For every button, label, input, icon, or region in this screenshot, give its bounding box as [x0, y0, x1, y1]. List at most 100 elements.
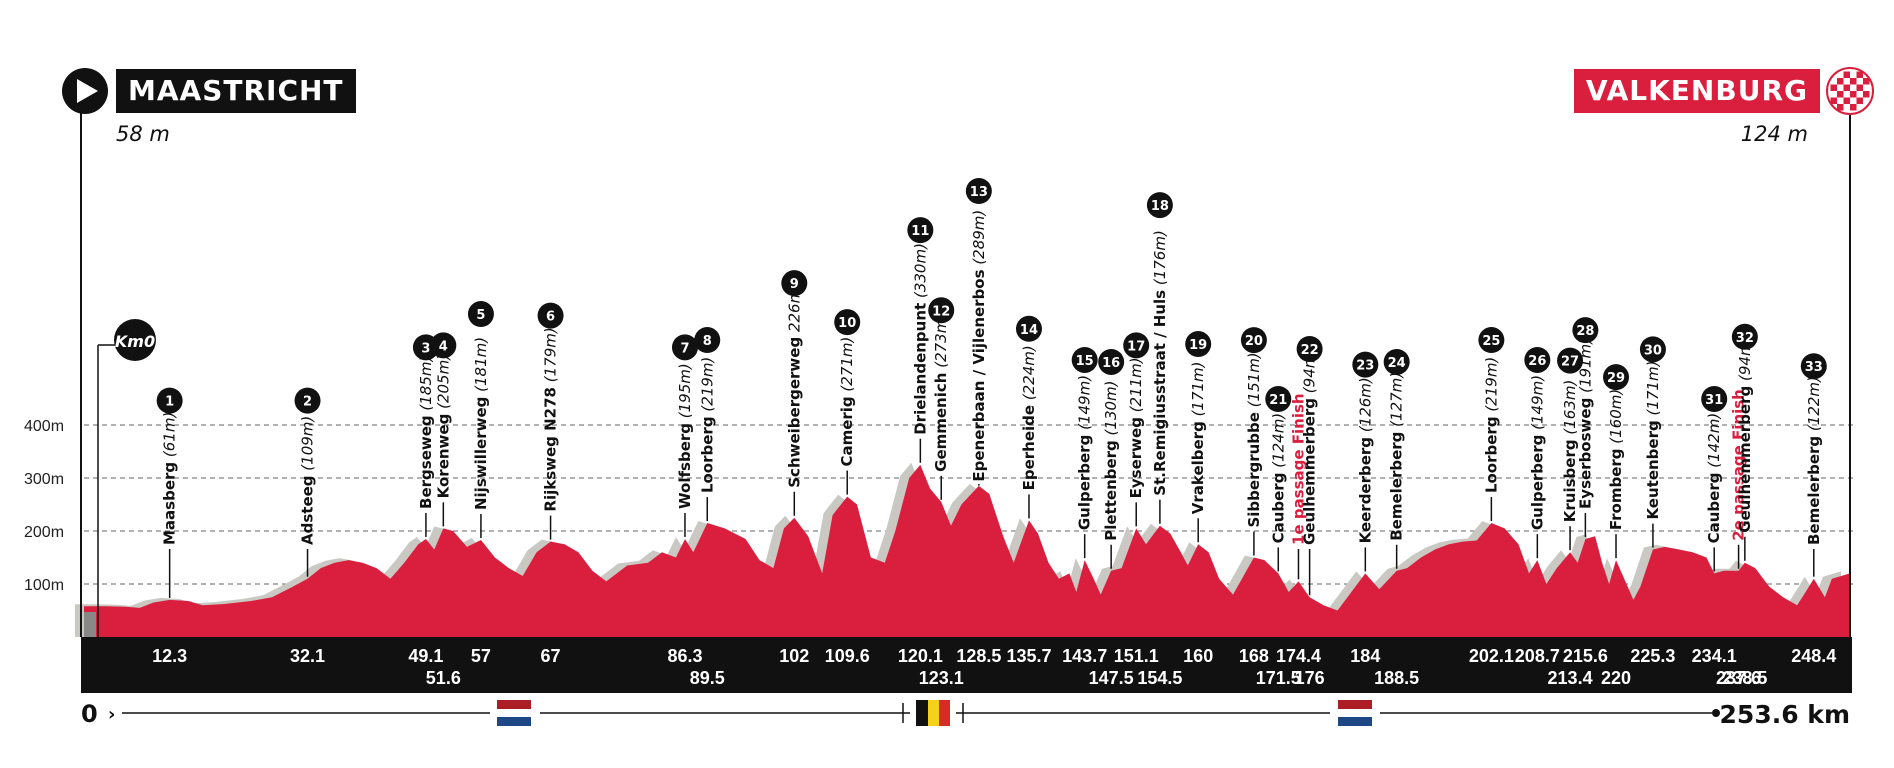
climb-altitude: (122m)	[1805, 376, 1823, 436]
climb-number-badge	[1240, 327, 1267, 354]
climb-number-badge	[1352, 351, 1379, 378]
climb-label: Geulhemmerberg (94m)	[1736, 336, 1754, 533]
climb-altitude: (171m)	[1644, 361, 1662, 421]
climb-label: Drielandenpunt (330m)	[911, 243, 929, 435]
climb-altitude: (176m)	[1151, 230, 1169, 290]
climb-label: Epenerbaan / Vijlenerbos (289m)	[970, 210, 988, 482]
start-city-label: MAASTRICHT	[116, 69, 356, 113]
checkered-flag-square	[1863, 91, 1870, 98]
km-tick-label: 208.7	[1515, 646, 1560, 666]
climb-name: Camerig	[838, 396, 856, 466]
climb-number-badge	[156, 387, 183, 414]
climb-name: Schweibergerweg	[785, 337, 803, 488]
km-tick-label: 188.5	[1374, 668, 1419, 688]
climb-name: Geulhemmerberg	[1301, 398, 1319, 545]
climb-number: 4	[439, 339, 448, 354]
climb-label: Nijswillerweg (181m)	[472, 337, 490, 510]
belgium-flag-icon	[916, 700, 950, 726]
netherlands-flag-icon	[1338, 700, 1372, 726]
climb-number-badge	[1557, 347, 1584, 374]
climb-altitude: (289m)	[970, 210, 988, 270]
checkered-flag-square	[1856, 84, 1863, 91]
climb-altitude: (130m)	[1102, 380, 1120, 440]
checkered-flag-square	[1856, 71, 1863, 78]
climb-number: 11	[911, 224, 929, 239]
climb-name: Vrakelberg	[1189, 421, 1207, 514]
climb-name: Loorberg	[698, 416, 716, 493]
climb-label: Maasberg (61m)	[161, 412, 179, 545]
climb-name: Drielandenpunt	[911, 303, 929, 435]
km-band: 12.3 32.1 49.151.6 57 67 86.389.5 102 109.6 120.…	[81, 637, 1852, 693]
climb-number-badge	[1296, 336, 1323, 362]
km-tick-label: 32.1	[290, 646, 325, 666]
start-gray-block	[84, 612, 96, 637]
climb-label: Camerig (271m)	[838, 337, 856, 467]
climb-name: Nijswillerweg	[472, 397, 490, 510]
flag-stripe-black	[916, 700, 928, 726]
climb-name: Korenweg	[434, 414, 452, 499]
climb-name: Bemelerberg	[1388, 432, 1406, 541]
checkered-flag-square	[1843, 97, 1850, 104]
climb-name: Geulhemmerberg	[1736, 386, 1754, 533]
km-tick-label: 202.1	[1469, 646, 1514, 666]
km-tick-label: 67	[541, 646, 561, 666]
km-tick-label: 147.5	[1089, 668, 1134, 688]
y-tick-label: 200m	[24, 524, 64, 541]
climb-number-badge	[671, 334, 698, 361]
climb-number: 7	[680, 341, 689, 356]
climb-label: Cauberg (124m)	[1269, 413, 1287, 544]
climb-number-badge	[1146, 192, 1173, 219]
checkered-flag-icon	[1826, 67, 1874, 115]
climb-label: Rijksweg N278 (179m)	[542, 327, 560, 511]
climb-number-badge	[1524, 346, 1551, 373]
climb-number-badge	[834, 309, 861, 336]
climb-number: 12	[932, 304, 950, 319]
climb-label: Fromberg (160m)	[1607, 389, 1625, 530]
flag-stripe-red	[1338, 700, 1372, 709]
climb-name: Cauberg	[1705, 473, 1723, 544]
climb-label: Korenweg (205m)	[434, 354, 452, 498]
climb-number-badge	[1015, 315, 1042, 342]
km-tick-label: 109.6	[825, 646, 870, 666]
climb-number-badge	[1572, 317, 1599, 344]
km-tick-label: 174.4	[1276, 646, 1321, 666]
km-tick-label: 171.5	[1256, 668, 1301, 688]
climb-markers: Maasberg (61m) 1 Adsteeg (109m) 2 Bergseweg …	[156, 178, 1827, 598]
climb-number-badge	[1071, 346, 1098, 373]
climb-label: Gulperberg (149m)	[1076, 375, 1094, 530]
checkered-flag-square	[1830, 84, 1837, 91]
climb-number: 28	[1576, 324, 1594, 339]
checkered-flag-square	[1830, 97, 1837, 104]
km-tick-label: 143.7	[1062, 646, 1107, 666]
climb-number: 19	[1189, 338, 1207, 353]
km-tick-label: 57	[471, 646, 491, 666]
km-tick-label: 160	[1183, 646, 1213, 666]
climb-label: Keutenberg (171m)	[1644, 361, 1662, 520]
climb-altitude: (163m)	[1561, 380, 1579, 440]
climb-altitude: (271m)	[838, 337, 856, 397]
climb-number: 6	[546, 310, 555, 325]
climb-number: 10	[838, 316, 856, 331]
climb-number-badge	[467, 301, 494, 328]
km-tick-label: 89.5	[690, 668, 725, 688]
profile-area-layer	[84, 464, 1850, 637]
climb-number: 8	[703, 334, 712, 349]
km-tick-label: 220	[1601, 668, 1631, 688]
climb-name: Eyserbosweg	[1576, 398, 1594, 509]
y-tick-label: 100m	[24, 577, 64, 594]
climb-label: Eyserweg (211m)	[1127, 357, 1145, 498]
climb-number-badge	[1701, 386, 1728, 412]
km-tick-label: 215.6	[1563, 646, 1608, 666]
km-tick-label: 234.1	[1692, 646, 1737, 666]
km-tick-label: 51.6	[426, 668, 461, 688]
km-band-background	[81, 637, 1852, 693]
checkered-flag-square	[1843, 84, 1850, 91]
climb-number: 29	[1607, 371, 1625, 386]
climb-altitude: (124m)	[1269, 413, 1287, 473]
climb-number: 25	[1482, 334, 1500, 349]
checkered-flag-square	[1837, 78, 1844, 85]
km-tick-label: 213.4	[1548, 668, 1593, 688]
climb-altitude: (61m)	[161, 412, 179, 462]
flag-stripe-yellow	[928, 700, 939, 726]
